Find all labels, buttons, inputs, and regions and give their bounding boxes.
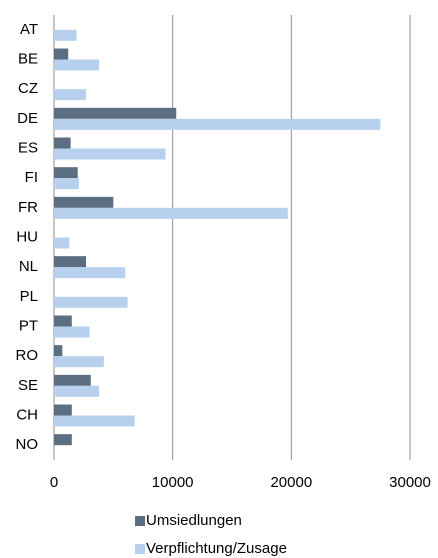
x-tick-label: 20000 (270, 474, 312, 491)
bar (54, 326, 90, 338)
bar (54, 118, 381, 130)
bar (54, 434, 72, 446)
x-tick-label: 0 (50, 474, 58, 491)
y-tick-label: FI (25, 169, 38, 186)
bar (54, 237, 70, 249)
bar (54, 207, 288, 219)
y-tick-label: PT (19, 317, 38, 334)
y-tick-label: ES (18, 139, 38, 156)
bar (54, 345, 63, 357)
x-tick-label: 10000 (152, 474, 194, 491)
y-tick-label: CH (16, 406, 38, 423)
bar (54, 196, 114, 208)
y-tick-label: CZ (18, 80, 38, 97)
bar (54, 404, 72, 416)
y-tick-label: RO (16, 347, 39, 364)
legend-label: Umsiedlungen (146, 512, 242, 529)
bar (54, 48, 69, 60)
bar (54, 356, 104, 368)
bar (54, 256, 87, 268)
bar (54, 167, 78, 179)
bar (54, 89, 87, 101)
bar (54, 385, 100, 397)
bar (54, 148, 166, 160)
bar (54, 374, 91, 386)
bar (54, 178, 79, 190)
bar (54, 59, 100, 71)
bar (54, 296, 128, 308)
bar (54, 415, 135, 427)
bar (54, 107, 177, 119)
y-tick-label: FR (18, 199, 38, 216)
y-tick-label: PL (20, 288, 38, 305)
legend-swatch (135, 516, 145, 526)
legend-swatch (135, 544, 145, 554)
y-tick-label: HU (16, 228, 38, 245)
y-tick-label: NO (16, 436, 39, 453)
y-tick-label: BE (18, 50, 38, 67)
bar (54, 315, 72, 327)
y-tick-label: NL (19, 258, 38, 275)
x-tick-label: 30000 (389, 474, 431, 491)
legend-label: Verpflichtung/Zusage (146, 540, 287, 557)
bar (54, 267, 126, 279)
bar (54, 29, 77, 41)
bar (54, 137, 71, 149)
y-tick-label: SE (18, 377, 38, 394)
y-tick-label: DE (17, 110, 38, 127)
y-tick-label: AT (20, 21, 38, 38)
